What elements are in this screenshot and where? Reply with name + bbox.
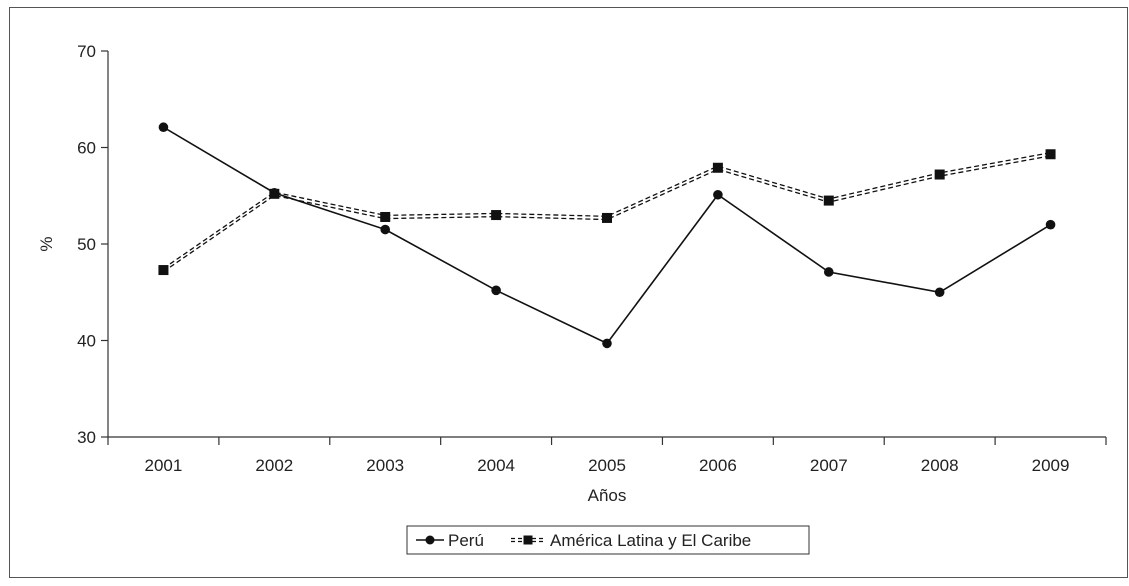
data-point-america-latina: [602, 212, 612, 223]
series-layer: [158, 122, 1056, 349]
axes: [107, 51, 1106, 438]
data-point-america-latina: [712, 162, 723, 173]
legend-marker-peru: [425, 535, 435, 545]
x-tick-label: 2001: [145, 456, 183, 475]
data-point-peru: [158, 122, 169, 133]
legend-marker-america-latina: [523, 535, 533, 545]
data-point-peru: [602, 338, 612, 349]
y-tick-label: 70: [77, 42, 96, 61]
data-point-america-latina: [380, 211, 391, 222]
data-point-america-latina: [823, 195, 834, 206]
y-axis-title: %: [37, 236, 56, 251]
x-tick-label: 2007: [810, 456, 848, 475]
data-point-peru: [380, 224, 391, 235]
data-point-peru: [1045, 219, 1056, 230]
series-line-america-latina-upper: [163, 152, 1051, 269]
x-ticks: 2001 2002 2003 2004 2005 2006 2007 2008 2009: [107, 437, 1107, 475]
y-ticks: 30 40 50 60 70: [77, 42, 108, 447]
y-tick-label: 40: [77, 332, 96, 351]
legend-box: [406, 525, 810, 555]
data-point-peru: [491, 285, 501, 296]
series-america-latina: [158, 149, 1056, 276]
legend: Perú América Latina y El Caribe: [406, 525, 810, 555]
x-axis-title: Años: [588, 486, 627, 505]
x-tick-label: 2002: [255, 456, 293, 475]
x-tick-label: 2003: [366, 456, 404, 475]
data-point-america-latina: [269, 188, 280, 199]
x-tick-label: 2004: [477, 456, 515, 475]
x-tick-label: 2005: [588, 456, 626, 475]
data-point-america-latina: [1045, 149, 1056, 160]
data-point-peru: [713, 189, 723, 200]
x-tick-label: 2009: [1032, 456, 1070, 475]
y-tick-label: 60: [77, 139, 96, 158]
series-line-america-latina-lower: [163, 155, 1051, 273]
data-point-america-latina: [934, 169, 945, 180]
legend-item-america-latina: América Latina y El Caribe: [511, 531, 751, 550]
data-point-america-latina: [158, 265, 169, 276]
legend-item-peru: Perú: [416, 531, 484, 550]
legend-label-peru: Perú: [448, 531, 484, 550]
data-point-peru: [823, 267, 834, 277]
data-point-peru: [934, 287, 945, 298]
data-point-america-latina: [491, 210, 502, 221]
series-line-peru: [163, 126, 1051, 345]
series-peru: [158, 122, 1056, 349]
x-tick-label: 2006: [699, 456, 737, 475]
legend-label-america-latina: América Latina y El Caribe: [550, 531, 751, 550]
x-tick-label: 2008: [921, 456, 959, 475]
y-tick-label: 30: [77, 428, 96, 447]
y-tick-label: 50: [77, 235, 96, 254]
